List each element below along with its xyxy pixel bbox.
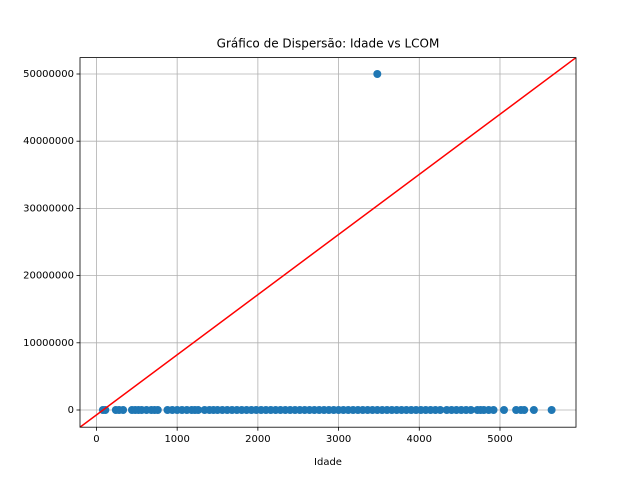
scatter-point [119,405,128,414]
x-axis-label: Idade [314,457,342,468]
scatter-point [153,405,162,414]
chart-title: Gráfico de Dispersão: Idade vs LCOM [217,37,440,51]
plot-frame [79,57,577,428]
scatter-point [373,69,382,78]
scatter-point [529,405,538,414]
x-tick-label: 5000 [487,434,512,445]
scatter-point [466,405,475,414]
x-tick-label: 1000 [164,434,189,445]
scatter-point [520,405,529,414]
y-tick-label: 50000000 [23,69,74,80]
y-tick-label: 40000000 [23,136,74,147]
scatter-point [436,405,445,414]
scatter-point [547,405,556,414]
y-tick-label: 30000000 [23,203,74,214]
y-tick-label: 10000000 [23,338,74,349]
scatter-point [500,405,509,414]
scatter-point [194,405,203,414]
x-tick-label: 3000 [326,434,351,445]
y-tick-label: 20000000 [23,271,74,282]
scatter-point [101,405,110,414]
x-tick-label: 4000 [407,434,432,445]
x-tick-label: 2000 [245,434,270,445]
x-tick-label: 0 [93,434,99,445]
line [80,57,576,428]
y-tick-label: 0 [68,405,74,416]
scatter-point [489,405,498,414]
